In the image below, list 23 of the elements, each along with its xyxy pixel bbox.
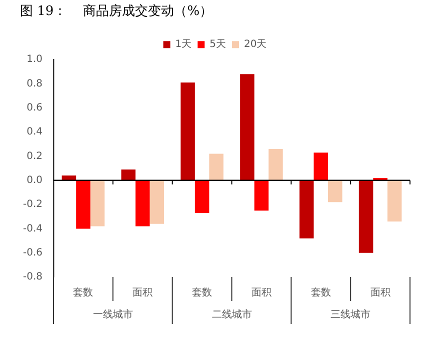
y-tick-label: -0.8 (22, 272, 43, 283)
x-tick-label: 套数 (192, 286, 212, 299)
legend-label: 1天 (175, 39, 192, 50)
legend-label: 20天 (244, 39, 267, 50)
y-tick-label: -0.6 (22, 247, 43, 258)
x-tick-label: 面积 (132, 288, 153, 299)
y-tick-label: 0.2 (26, 150, 43, 162)
legend-label: 5天 (210, 39, 226, 50)
y-tick-label: 0.0 (26, 174, 43, 186)
text: 二线城市 (212, 308, 252, 321)
y-tick-label: 0.6 (26, 102, 43, 114)
y-tick-label: -0.4 (22, 223, 43, 234)
x-tick-label: 套数 (73, 286, 94, 299)
x-tick-label: 面积 (251, 288, 272, 299)
text: 三线城市 (330, 308, 371, 321)
y-tick-label: 1.0 (26, 54, 43, 66)
x-tick-label: 套数 (310, 286, 331, 299)
text: 一线城市 (92, 308, 133, 321)
chart-title: 图 19： 商品房成交变动（%） (20, 3, 213, 20)
y-tick-label: 0.4 (26, 126, 43, 138)
x-tick-label: 面积 (370, 288, 390, 299)
y-tick-label: -0.2 (22, 199, 43, 210)
y-tick-label: 0.8 (26, 78, 43, 90)
